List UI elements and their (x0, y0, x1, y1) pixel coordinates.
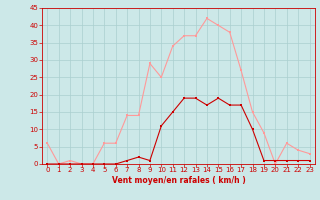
X-axis label: Vent moyen/en rafales ( km/h ): Vent moyen/en rafales ( km/h ) (112, 176, 245, 185)
